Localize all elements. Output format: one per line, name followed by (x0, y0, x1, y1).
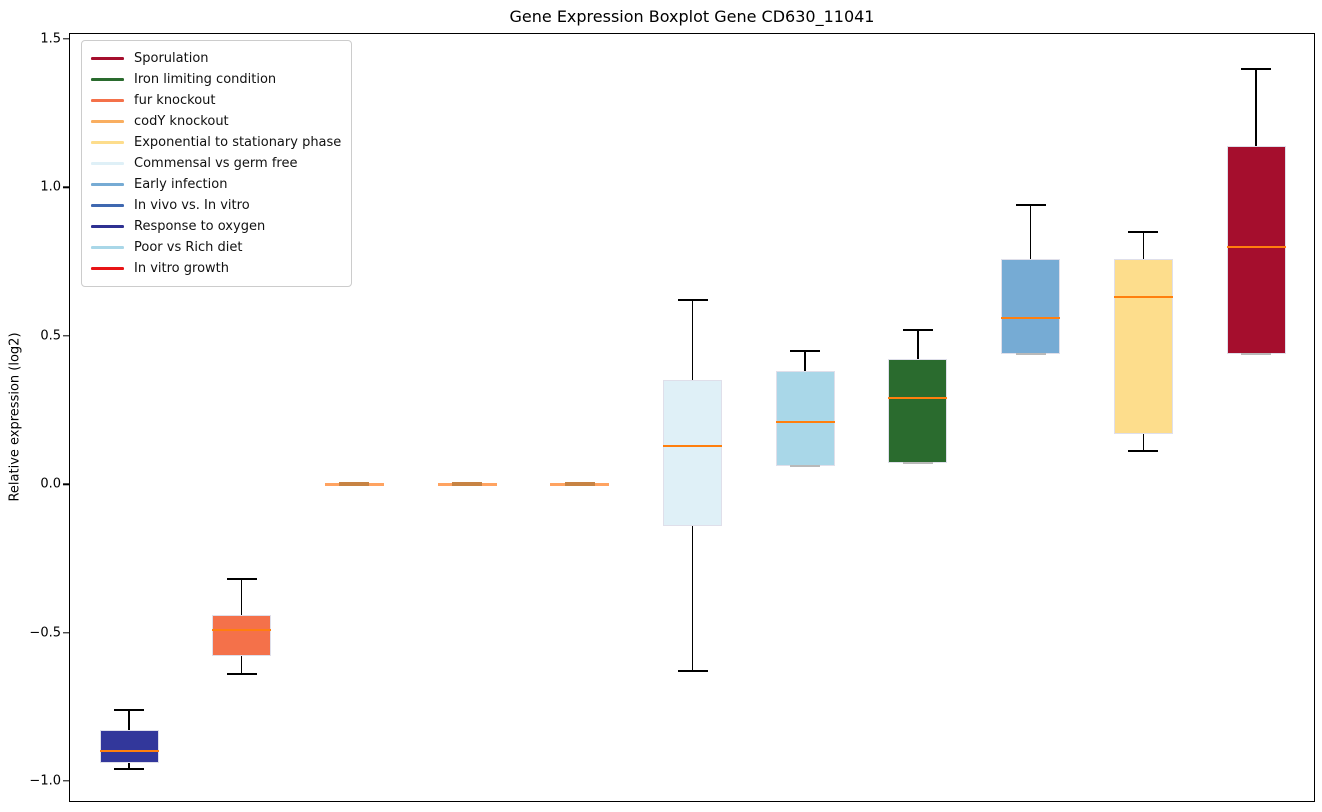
legend-label: Commensal vs germ free (134, 156, 298, 171)
whisker-cap-bottom (790, 465, 821, 468)
legend-item: Response to oxygen (91, 216, 351, 237)
box-rect-7 (888, 359, 948, 464)
legend-label: fur knockout (134, 93, 216, 108)
y-tick-mark (63, 186, 69, 189)
median-line (663, 444, 722, 447)
legend-swatch (91, 120, 124, 123)
whisker-cap-bottom (902, 462, 933, 465)
legend-label: Exponential to stationary phase (134, 135, 342, 150)
legend-swatch (91, 162, 124, 165)
box-rect-10 (1226, 145, 1286, 354)
legend-item: Commensal vs germ free (91, 153, 351, 174)
legend: Sporulation Iron limiting condition fur kn… (81, 40, 352, 287)
legend-swatch (91, 204, 124, 207)
legend-item: In vivo vs. In vitro (91, 195, 351, 216)
median-line (1001, 316, 1061, 319)
box-rect-5 (663, 380, 722, 526)
y-tick-label: 1.0 (40, 179, 61, 195)
legend-swatch (91, 57, 124, 60)
legend-swatch (91, 183, 124, 186)
legend-item: codY knockout (91, 111, 351, 132)
legend-item: Poor vs Rich diet (91, 237, 351, 258)
whisker-cap-top (1015, 204, 1046, 207)
legend-swatch (91, 141, 124, 144)
legend-swatch (91, 225, 124, 228)
median-line (1226, 245, 1286, 248)
whisker-cap-bottom (1015, 352, 1046, 355)
median-line (775, 420, 835, 423)
legend-label: Iron limiting condition (134, 72, 277, 87)
whisker-cap-top (1241, 67, 1271, 70)
legend-label: codY knockout (134, 114, 229, 129)
whisker-cap-top (790, 349, 821, 352)
median-line (212, 628, 272, 631)
y-tick-label: 1.5 (40, 31, 61, 47)
whisker-cap-top (226, 578, 257, 581)
legend-label: Poor vs Rich diet (134, 240, 243, 255)
whisker-cap-top (677, 299, 708, 302)
legend-item: Iron limiting condition (91, 69, 351, 90)
flat-box-cap (564, 482, 595, 487)
whisker-cap-top (114, 708, 144, 711)
y-tick-mark (63, 335, 69, 337)
median-line (888, 397, 948, 400)
chart-title: Gene Expression Boxplot Gene CD630_11041 (509, 7, 875, 26)
box-rect-9 (1113, 258, 1173, 434)
box-rect-0 (99, 730, 159, 764)
whisker-cap-top (902, 328, 933, 331)
whisker-cap-bottom (677, 670, 708, 673)
whisker-cap-bottom (226, 673, 257, 676)
legend-swatch (91, 267, 124, 270)
legend-item: In vitro growth (91, 258, 351, 279)
flat-box-cap (452, 482, 483, 487)
y-tick-label: −1.0 (29, 773, 61, 789)
median-line (1113, 296, 1173, 299)
y-tick-label: −0.5 (29, 625, 61, 641)
legend-label: Early infection (134, 177, 228, 192)
legend-label: Sporulation (134, 51, 209, 66)
box-rect-1 (212, 614, 272, 657)
y-tick-mark (63, 38, 69, 40)
y-tick-mark (63, 631, 69, 634)
legend-item: Sporulation (91, 48, 351, 69)
legend-swatch (91, 246, 124, 249)
flat-box-cap (339, 482, 370, 487)
box-rect-8 (1001, 258, 1061, 354)
legend-label: In vivo vs. In vitro (134, 198, 250, 213)
whisker-cap-bottom (114, 768, 144, 771)
y-tick-mark (63, 780, 69, 782)
box-rect-6 (775, 371, 835, 467)
whisker-cap-top (1128, 230, 1159, 233)
y-tick-label: 0.0 (40, 476, 61, 492)
legend-item: Early infection (91, 174, 351, 195)
y-tick-label: 0.5 (40, 328, 61, 344)
median-line (99, 750, 159, 753)
whisker-cap-bottom (1241, 352, 1271, 355)
legend-item: fur knockout (91, 90, 351, 111)
legend-swatch (91, 99, 124, 102)
legend-swatch (91, 78, 124, 81)
whisker-cap-bottom (1128, 450, 1159, 453)
y-tick-mark (63, 483, 69, 485)
legend-item: Exponential to stationary phase (91, 132, 351, 153)
legend-label: In vitro growth (134, 261, 229, 276)
legend-label: Response to oxygen (134, 219, 266, 234)
